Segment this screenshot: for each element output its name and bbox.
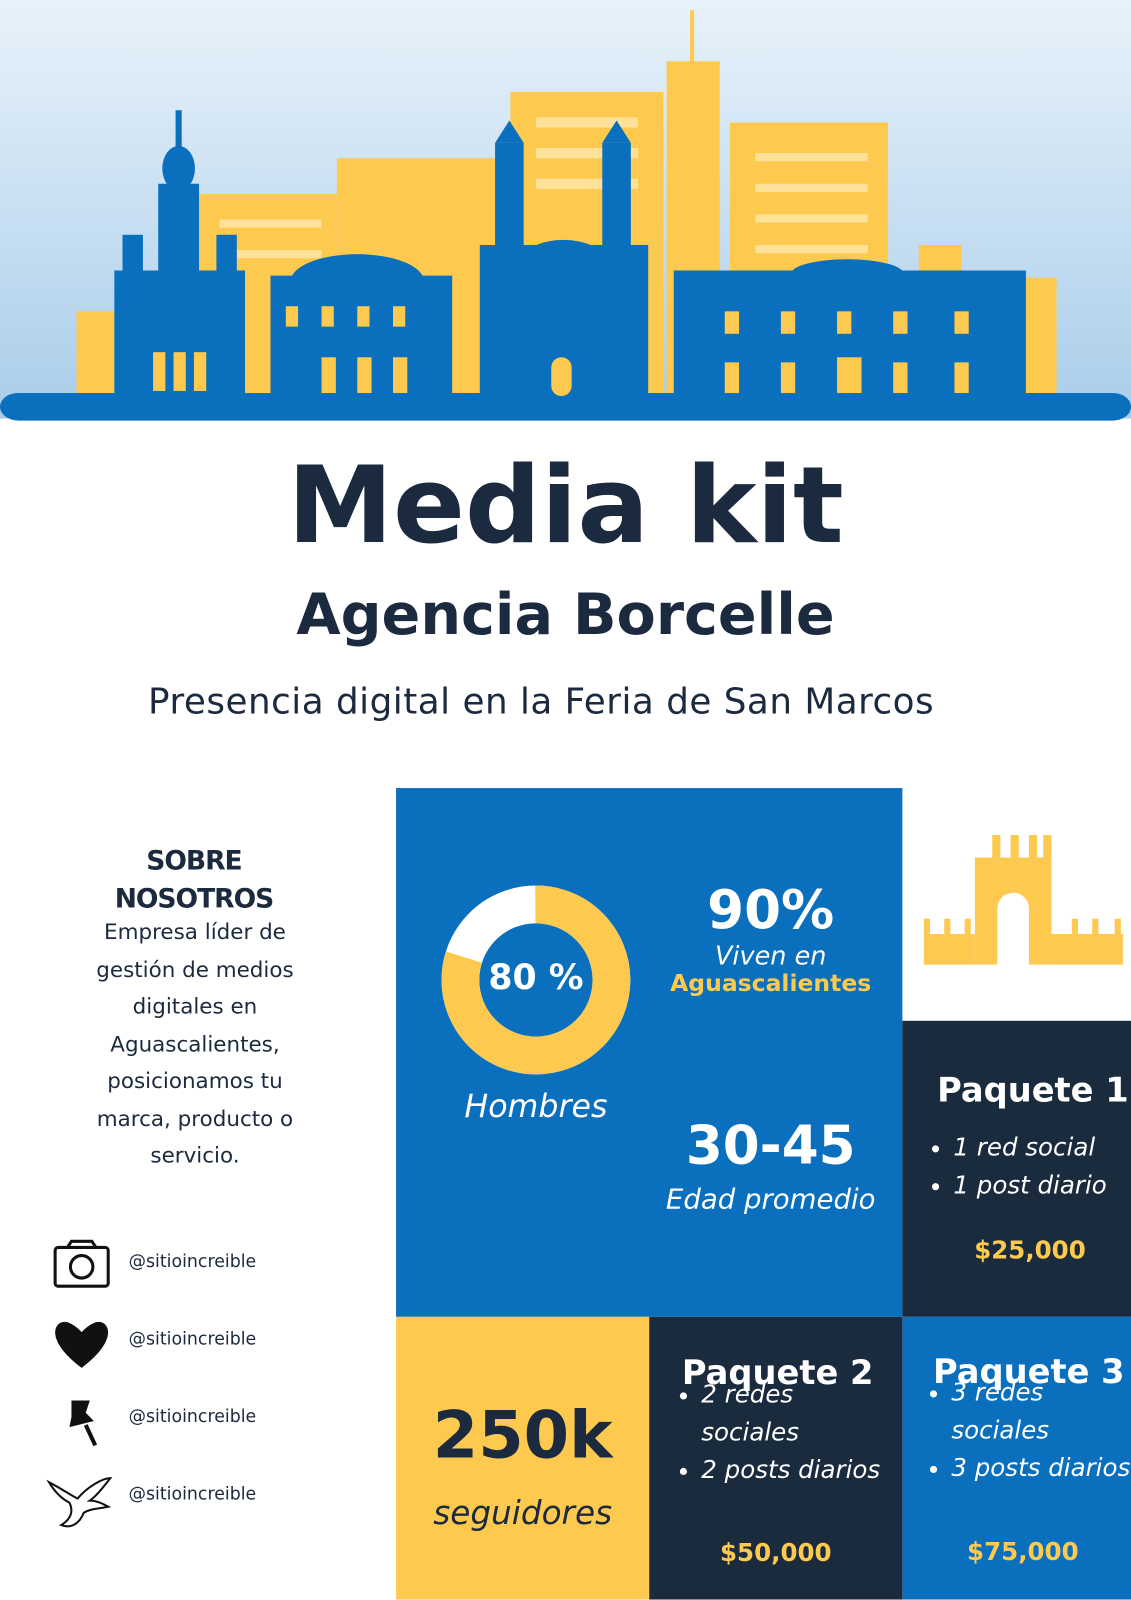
donut-caption: Hombres xyxy=(464,1088,608,1125)
package-features: 2 redes sociales 2 posts diarios xyxy=(679,1376,895,1489)
heart-icon xyxy=(55,1321,109,1368)
tagline: Presencia digital en la Feria de San Mar… xyxy=(148,681,935,723)
about-text: Empresa líder de gestión de medios digit… xyxy=(96,919,294,1168)
package-name: Paquete 3 xyxy=(933,1351,1125,1392)
donut-label: 80 % xyxy=(488,957,584,999)
stat-place: Aguascalientes xyxy=(670,970,872,998)
followers-panel xyxy=(396,1316,650,1600)
stat-value: 90% xyxy=(707,879,835,942)
package-features: 3 redes sociales 3 posts diarios xyxy=(929,1374,1131,1487)
package-panel xyxy=(902,1020,1131,1317)
about-heading: SOBRE NOSOTROS xyxy=(114,846,275,915)
gate-icon xyxy=(923,835,1123,965)
stats-panel xyxy=(396,788,903,1317)
followers-value: 250k xyxy=(432,1398,613,1475)
bird-icon xyxy=(46,1477,113,1528)
social-handle: @sitioincreible xyxy=(128,1406,257,1428)
package-price: $75,000 xyxy=(967,1537,1079,1566)
package-features: 1 red social 1 post diario xyxy=(931,1129,1131,1205)
feature: 3 redes sociales xyxy=(951,1374,1131,1450)
windows xyxy=(219,117,868,259)
social-handle: @sitioincreible xyxy=(128,1484,257,1505)
package-name: Paquete 1 xyxy=(937,1069,1129,1110)
stat-caption: Viven en xyxy=(714,941,827,971)
building-windows xyxy=(153,306,969,397)
feature: 2 redes sociales xyxy=(701,1376,895,1452)
stat-caption: Edad promedio xyxy=(665,1184,876,1216)
feature: 2 posts diarios xyxy=(701,1452,895,1490)
package-price: $50,000 xyxy=(720,1538,832,1567)
title: Media kit xyxy=(287,443,844,568)
package-panel xyxy=(649,1316,903,1600)
pin-icon xyxy=(69,1400,98,1447)
social-handle: @sitioincreible xyxy=(128,1329,257,1350)
feature: 1 red social xyxy=(953,1129,1131,1167)
package-panel xyxy=(902,1316,1131,1600)
camera-icon xyxy=(53,1239,110,1288)
feature: 3 posts diarios xyxy=(951,1450,1131,1488)
feature: 1 post diario xyxy=(953,1167,1131,1205)
social-handle: @sitioincreible xyxy=(128,1251,257,1272)
package-name: Paquete 2 xyxy=(681,1352,874,1393)
stat-value: 30-45 xyxy=(685,1115,856,1177)
followers-caption: seguidores xyxy=(433,1493,613,1533)
subtitle: Agencia Borcelle xyxy=(296,581,835,649)
package-price: $25,000 xyxy=(974,1236,1086,1265)
donut-arc xyxy=(441,885,631,1075)
